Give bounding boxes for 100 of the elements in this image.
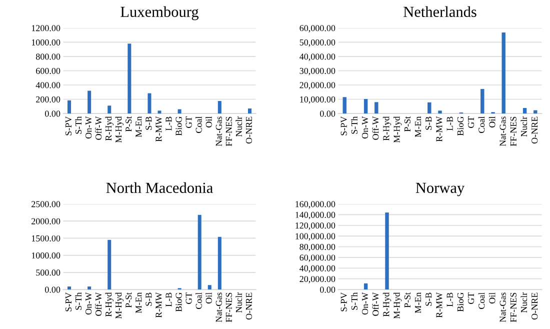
y-tick-label: 600.00: [36, 68, 60, 74]
bar: [502, 32, 506, 114]
x-tick-label: R-Hyd: [382, 116, 392, 141]
x-tick-label: S-B: [146, 116, 152, 130]
x-tick-label: Oil: [206, 292, 212, 304]
x-tick-label: O-NRE: [532, 116, 538, 144]
x-tick-label: M-En: [415, 292, 421, 314]
y-tick-label: 2000.00: [32, 218, 60, 224]
x-tick-label: Nuclr: [520, 116, 528, 137]
bar: [68, 100, 72, 114]
y-tick-label: 1500.00: [32, 235, 60, 242]
x-tick-label: S-Th: [351, 116, 358, 134]
x-tick-label: M-Hyd: [394, 292, 402, 319]
bar: [218, 101, 222, 114]
x-tick-label: BioG: [457, 116, 464, 136]
y-tick-label: 0.00: [320, 110, 336, 117]
x-tick-label: S-Th: [75, 116, 82, 134]
x-tick-label: BioG: [176, 292, 182, 312]
bar: [198, 214, 202, 290]
x-tick-label: Off-W: [372, 292, 379, 316]
x-tick-label: Nuclr: [236, 292, 242, 313]
x-tick-label: P-St: [404, 292, 410, 308]
x-tick-label: Oil: [488, 292, 496, 304]
x-tick-label: R-Hyd: [382, 292, 392, 317]
x-tick-label: FF-NES: [510, 116, 516, 146]
bar: [522, 108, 527, 114]
x-tick-label: GT: [186, 116, 192, 128]
x-tick-label: O-NRE: [532, 292, 538, 320]
x-tick-label: L-B: [446, 116, 453, 131]
x-tick-label: GT: [468, 116, 474, 128]
x-tick-label: S-B: [426, 292, 432, 306]
bar: [148, 93, 152, 114]
x-tick-label: S-PV: [340, 292, 347, 312]
y-tick-label: 60,000.00: [300, 254, 336, 262]
bar: [108, 240, 112, 290]
x-tick-label: M-Hyd: [394, 116, 402, 143]
x-tick-label: R-Hyd: [105, 116, 114, 141]
x-tick-label: Oil: [206, 116, 212, 128]
x-tick-label: S-B: [426, 116, 432, 130]
x-tick-label: S-B: [146, 292, 152, 306]
chart-title: Luxembourg: [120, 6, 199, 20]
x-tick-label: S-PV: [65, 292, 72, 312]
bar: [68, 286, 72, 290]
bar: [480, 88, 484, 114]
chart-title: Netherlands: [404, 6, 476, 18]
bar: [534, 110, 538, 114]
bar: [248, 108, 252, 114]
x-tick-label: Coal: [196, 116, 202, 133]
y-tick-label: 0.00: [45, 286, 60, 293]
chart-title: North Macedonia: [106, 182, 213, 194]
x-tick-label: FF-NES: [226, 292, 232, 322]
y-tick-label: 40,000.00: [300, 265, 336, 273]
y-tick-label: 1000.00: [32, 39, 60, 46]
x-tick-label: P-St: [126, 292, 132, 308]
y-tick-label: 0.00: [320, 286, 336, 293]
x-tick-label: P-St: [404, 116, 410, 132]
y-tick-label: 50,000.00: [300, 39, 336, 47]
x-tick-label: Off-W: [372, 116, 379, 140]
x-tick-label: M-En: [415, 116, 421, 138]
x-tick-label: Off-W: [95, 292, 102, 316]
y-tick-label: 400.00: [36, 82, 60, 88]
bar: [88, 286, 92, 290]
y-tick-label: 500.00: [36, 270, 60, 276]
x-tick-label: R-MW: [156, 292, 162, 318]
x-tick-label: BioG: [457, 292, 464, 312]
x-tick-label: R-MW: [436, 116, 442, 142]
x-tick-label: S-PV: [65, 116, 72, 136]
x-tick-label: Nuclr: [520, 292, 528, 313]
bar: [178, 109, 182, 114]
y-tick-label: 1200.00: [32, 25, 60, 32]
y-tick-label: 160,000.00: [296, 201, 336, 208]
x-tick-label: On-W: [362, 116, 368, 138]
x-tick-label: O-NRE: [246, 116, 252, 144]
y-tick-label: 120,000.00: [296, 222, 336, 230]
x-tick-label: S-Th: [75, 292, 82, 310]
x-tick-label: Nat-Gas: [500, 292, 506, 322]
x-tick-label: Coal: [478, 116, 485, 133]
y-tick-label: 20,000.00: [300, 276, 336, 284]
y-tick-label: 2500.00: [32, 201, 60, 208]
bar: [374, 102, 378, 114]
y-tick-label: 40,000.00: [300, 54, 336, 61]
y-tick-label: 140,000.00: [296, 212, 336, 220]
bar: [342, 97, 346, 114]
bar: [428, 102, 432, 114]
bar: [218, 236, 222, 290]
x-tick-label: R-MW: [436, 292, 442, 318]
x-tick-label: GT: [186, 292, 192, 304]
bar: [364, 98, 368, 114]
y-tick-label: 200.00: [36, 96, 60, 103]
bar: [158, 110, 162, 114]
x-tick-label: Coal: [478, 292, 485, 309]
x-tick-label: O-NRE: [246, 292, 252, 320]
y-tick-label: 30,000.00: [300, 68, 336, 76]
x-tick-label: FF-NES: [510, 292, 516, 322]
x-tick-label: M-Hyd: [115, 116, 124, 143]
y-tick-label: 20,000.00: [300, 82, 336, 90]
y-tick-label: 800.00: [36, 54, 60, 60]
y-tick-label: 80,000.00: [300, 244, 336, 252]
x-tick-label: R-Hyd: [105, 292, 114, 317]
x-tick-label: M-En: [136, 292, 142, 314]
